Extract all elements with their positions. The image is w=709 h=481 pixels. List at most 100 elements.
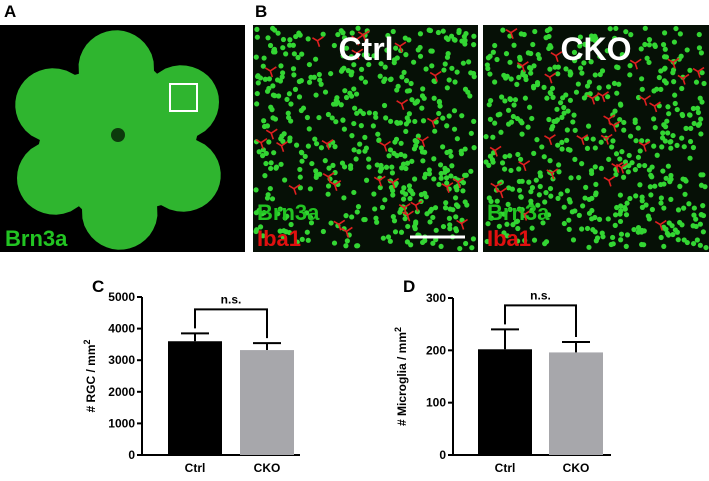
cell [661,243,667,250]
cell [629,160,635,166]
cell [547,26,553,32]
cell [618,237,624,243]
cell [531,237,538,243]
microglia [402,210,414,222]
microglia [546,168,559,180]
cell [700,212,707,219]
cell [254,34,260,40]
cell [699,70,705,76]
cell [440,223,447,230]
cell [684,47,690,53]
cell [291,72,297,78]
y-tick-label: 2000 [108,385,135,399]
cell [547,66,553,72]
cell [374,162,380,168]
cell [703,244,709,251]
cell [539,144,545,150]
cells [253,25,709,252]
cell [654,152,660,158]
cell [390,192,396,198]
cell [268,104,274,110]
cell [639,194,645,200]
cell [492,42,498,49]
cell [525,124,531,130]
cell [260,153,266,159]
cell [391,60,397,66]
cell [577,43,583,49]
cell [466,59,472,65]
cell [639,86,645,92]
cell [522,237,528,244]
cell [394,55,400,61]
cell [412,176,418,182]
cell [662,138,668,144]
cell [581,60,587,66]
cell [362,134,368,140]
cell [517,156,524,162]
microglia [288,183,301,195]
cell [281,131,287,137]
cell [403,191,409,197]
cell [262,76,268,82]
cell [448,173,454,179]
cell [457,245,463,252]
cell [405,223,411,230]
cell [589,216,595,222]
cell [616,81,622,87]
cell [529,185,536,191]
cell [389,164,395,170]
cell [561,204,567,210]
cell [594,235,601,241]
cell [280,235,287,241]
cell [253,54,259,60]
x-tick-label: CKO [254,461,281,475]
cell [351,120,357,127]
cell [422,171,429,177]
cell [687,67,693,73]
cell [508,167,514,174]
panel-label: C [92,277,104,296]
cell [551,118,557,125]
cell [565,108,571,114]
cell [697,242,703,248]
cell [279,74,285,80]
cell [358,66,365,72]
cell [612,35,618,41]
cell [511,102,517,108]
cell [522,95,528,101]
cell [316,114,322,121]
y-axis-label: # Microglia / mm2 [393,327,409,426]
cell [271,150,277,156]
microglia [351,48,364,60]
y-tick-label: 100 [426,396,446,410]
cell [559,139,565,145]
cell [515,151,521,158]
cell [343,94,350,101]
cell [444,54,451,60]
y-axis-label: # RGC / mm2 [82,339,98,412]
cell [690,105,697,112]
cell [277,206,283,212]
cell [547,185,554,192]
cell [400,161,407,167]
significance-bracket [194,308,268,339]
cell [401,185,407,191]
cell [633,193,639,199]
image-title: CKO [560,31,631,67]
cell [672,227,678,233]
cell [589,170,595,177]
cell [469,245,475,251]
cell [639,76,645,82]
cell [366,110,372,116]
cell [440,115,446,121]
microglia [396,99,409,111]
cell [543,190,549,196]
cell [384,47,390,53]
cell [306,126,312,132]
cell [468,168,474,174]
cell [494,198,500,204]
cell [605,94,611,100]
inset-box [169,83,198,112]
cell [583,184,589,190]
cell [617,101,624,107]
